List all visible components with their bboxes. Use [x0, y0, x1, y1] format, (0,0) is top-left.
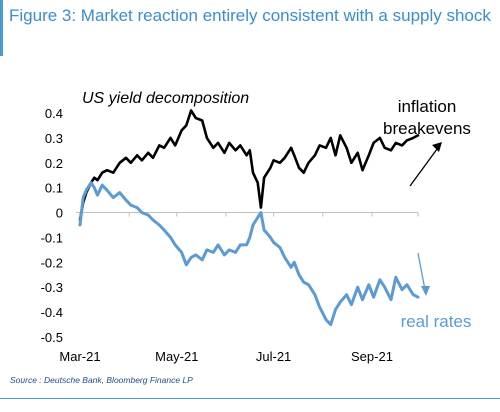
y-tick-label: -0.1	[41, 230, 63, 245]
y-tick-label: -0.4	[41, 305, 63, 320]
x-tick-label: Jul-21	[256, 349, 291, 364]
y-tick-label: -0.2	[41, 255, 63, 270]
series-layer	[78, 109, 420, 327]
annotations	[409, 142, 442, 296]
breakevens-label-line: inflation	[398, 97, 457, 116]
breakevens-arrowhead	[432, 142, 442, 152]
x-tick-label: Sep-21	[351, 349, 393, 364]
y-tick-label: 0	[56, 206, 63, 221]
real-rates-series-line	[78, 181, 420, 327]
title-accent-bar	[0, 0, 3, 56]
real-rates-label-line: real rates	[401, 312, 472, 331]
chart-title: US yield decomposition	[82, 90, 249, 107]
bottom-rule	[0, 398, 500, 399]
y-tick-label: 0.4	[45, 106, 63, 121]
x-tick-label: Mar-21	[59, 349, 100, 364]
figure-title: Figure 3: Market reaction entirely consi…	[9, 6, 491, 25]
y-tick-label: -0.3	[41, 280, 63, 295]
real-rates-arrow	[417, 252, 426, 291]
series-labels: inflation breakevens real rates	[383, 97, 471, 331]
breakevens-label-line: breakevens	[383, 119, 471, 138]
y-axis-tick-labels: 0.4 0.3 0.2 0.1 0 -0.1 -0.2 -0.3 -0.4 -0.5	[41, 106, 63, 345]
y-tick-label: -0.5	[41, 330, 63, 345]
y-tick-label: 0.2	[45, 156, 63, 171]
x-axis: Mar-21 May-21 Jul-21 Sep-21	[59, 212, 419, 364]
y-tick-label: 0.3	[45, 131, 63, 146]
breakevens-arrow	[409, 144, 441, 187]
real-rates-arrowhead	[421, 286, 430, 296]
source-note: Source : Deutsche Bank, Bloomberg Financ…	[10, 375, 193, 385]
x-tick-label: May-21	[155, 349, 198, 364]
breakevens-series-line	[78, 109, 420, 222]
y-tick-label: 0.1	[45, 181, 63, 196]
